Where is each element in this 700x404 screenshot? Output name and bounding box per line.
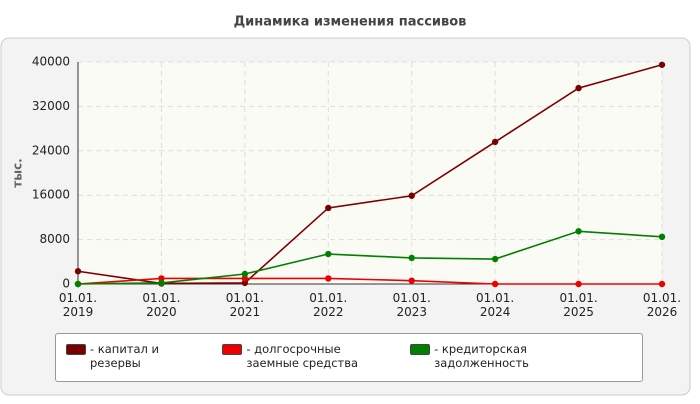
point bbox=[658, 233, 666, 241]
x-tick-label: 01.01. 2021 bbox=[226, 291, 264, 319]
legend-item: - долгосрочные заемные средства bbox=[222, 342, 396, 381]
point bbox=[158, 275, 165, 282]
legend: - капитал и резервы - долгосрочные заемны… bbox=[55, 333, 643, 382]
legend-swatch bbox=[66, 344, 86, 355]
point bbox=[408, 192, 415, 199]
point bbox=[658, 61, 666, 68]
legend-swatch bbox=[410, 344, 431, 355]
point bbox=[491, 138, 499, 146]
point bbox=[575, 84, 582, 92]
x-tick-label: 01.01. 2019 bbox=[59, 291, 97, 319]
y-tick-label: 8000 bbox=[39, 232, 70, 246]
legend-label: - кредиторская задолженность bbox=[434, 342, 529, 370]
point bbox=[74, 268, 82, 275]
point bbox=[74, 280, 82, 288]
x-tick-label: 01.01. 2025 bbox=[559, 291, 597, 319]
plot-area bbox=[78, 62, 662, 284]
point bbox=[325, 275, 332, 282]
legend-label: - долгосрочные заемные средства bbox=[246, 342, 359, 370]
series-line bbox=[77, 64, 663, 285]
legend-item: - капитал и резервы bbox=[66, 342, 208, 381]
x-tick-label: 01.01. 2024 bbox=[476, 291, 514, 319]
point bbox=[575, 228, 582, 235]
point bbox=[158, 279, 165, 287]
x-tick-label: 01.01. 2026 bbox=[643, 291, 681, 319]
x-tick-label: 01.01. 2023 bbox=[393, 291, 431, 319]
point bbox=[575, 280, 582, 288]
series-line bbox=[77, 230, 663, 285]
legend-item: - кредиторская задолженность bbox=[410, 342, 618, 381]
point bbox=[491, 255, 499, 263]
y-tick-label: 32000 bbox=[32, 99, 70, 113]
y-axis-label: тыс. bbox=[11, 158, 25, 187]
y-tick-label: 0 bbox=[62, 277, 70, 291]
legend-label: - капитал и резервы bbox=[90, 342, 160, 370]
point bbox=[491, 280, 499, 288]
y-tick-label: 40000 bbox=[32, 55, 70, 69]
point bbox=[241, 275, 249, 282]
point bbox=[241, 270, 249, 278]
point bbox=[658, 280, 666, 288]
point bbox=[408, 277, 415, 284]
legend-swatch bbox=[222, 344, 243, 355]
y-tick-label: 24000 bbox=[32, 143, 70, 157]
chart-title: Динамика изменения пассивов bbox=[234, 15, 467, 30]
point bbox=[325, 250, 332, 258]
series-line bbox=[77, 277, 662, 285]
x-tick-label: 01.01. 2020 bbox=[142, 291, 180, 319]
point bbox=[241, 279, 249, 287]
point bbox=[408, 254, 415, 262]
x-tick-label: 01.01. 2022 bbox=[309, 291, 347, 319]
y-tick-label: 16000 bbox=[32, 188, 70, 202]
point bbox=[325, 204, 332, 212]
